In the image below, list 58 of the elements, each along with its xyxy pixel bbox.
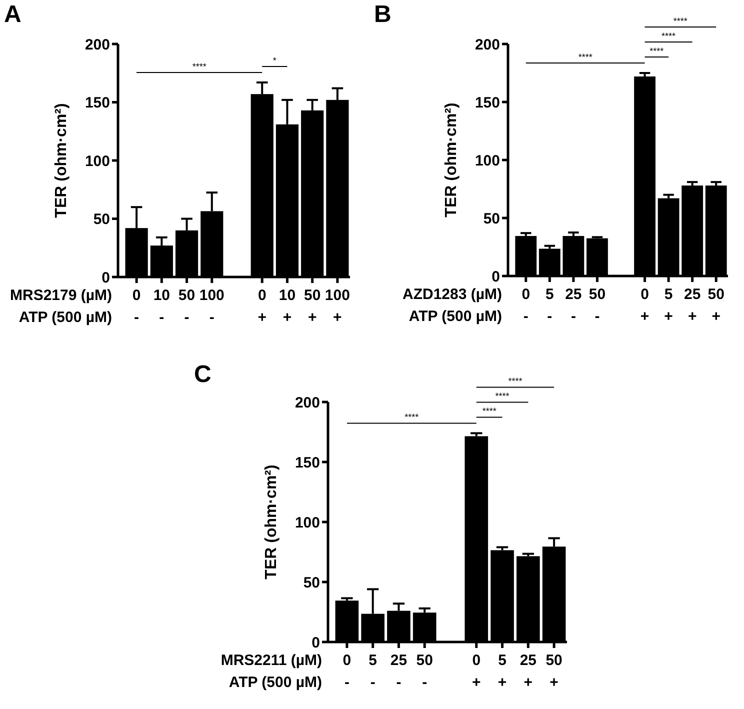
- x-tick-label: 25 -: [390, 652, 408, 691]
- x-tick-label: 5 -: [368, 652, 378, 691]
- x-tick-label: 50 +: [546, 652, 562, 691]
- x-tick-label: 10 -: [153, 287, 170, 326]
- x-axis-title: MRS2179 (µM) ATP (500 µM): [10, 287, 112, 326]
- x-tick-label: 100 +: [324, 287, 350, 326]
- x-tick-label: 0 -: [522, 286, 530, 325]
- x-tick-label: 0 +: [640, 286, 650, 325]
- text: ****: [508, 376, 523, 386]
- y-tick-label: 200: [294, 394, 320, 412]
- x-axis-title: AZD1283 (µM) ATP (500 µM): [402, 286, 502, 325]
- x-tick-label: 50 -: [178, 287, 196, 326]
- x-tick-label: 25 +: [520, 652, 537, 691]
- y-tick-label: 0: [492, 268, 500, 286]
- x-tick-label: 50 +: [708, 286, 724, 325]
- x-tick-label: 25 +: [684, 286, 701, 325]
- annotation: ****: [578, 52, 593, 62]
- x-tick-label: 100 -: [199, 287, 224, 326]
- x-tick-label: 0 -: [132, 287, 141, 326]
- x-tick-label: 5 +: [664, 286, 674, 325]
- text: ****: [662, 31, 676, 41]
- x-tick-label: 10 +: [278, 287, 296, 326]
- y-tick-label: 200: [474, 36, 500, 54]
- y-tick-label: 100: [294, 514, 320, 532]
- y-tick-label: 100: [84, 152, 110, 170]
- x-tick-label: 50 -: [588, 286, 606, 325]
- y-tick-label: 0: [102, 269, 110, 286]
- y-tick-label: 50: [483, 210, 500, 228]
- annotation: *: [272, 55, 277, 66]
- text: ****: [673, 16, 688, 26]
- text: ****: [495, 391, 510, 402]
- annotation: ****: [404, 412, 420, 422]
- annotation: ****: [192, 61, 207, 72]
- x-tick-label: 50 +: [304, 287, 321, 326]
- y-tick-label: 150: [294, 454, 320, 472]
- x-tick-label: 5 +: [498, 652, 507, 691]
- x-axis-title: MRS2211 (µM) ATP (500 µM): [220, 652, 322, 691]
- x-tick-label: 0 -: [342, 652, 352, 691]
- annotation: ****: [650, 46, 664, 56]
- y-tick-label: 50: [93, 211, 110, 228]
- y-tick-label: 100: [474, 152, 500, 170]
- x-tick-label: 0 +: [472, 652, 482, 691]
- chart-title: B: [374, 1, 392, 28]
- y-axis-title: TER (ohm·cm²): [53, 103, 70, 218]
- x-tick-label: 0 +: [258, 287, 267, 326]
- y-tick-label: 0: [312, 634, 320, 652]
- chart-title: A: [4, 1, 22, 28]
- annotation: ****: [482, 406, 497, 416]
- chart-title: C: [194, 361, 212, 388]
- y-tick-label: 200: [84, 36, 110, 54]
- y-tick-label: 150: [84, 94, 110, 112]
- x-tick-label: 25 -: [565, 286, 582, 325]
- y-tick-label: 150: [474, 94, 500, 112]
- y-axis-title: TER (ohm·cm²): [263, 464, 280, 580]
- y-tick-label: 50: [303, 574, 320, 592]
- x-tick-label: 50 -: [416, 652, 433, 691]
- y-axis-title: TER (ohm·cm²): [443, 102, 460, 218]
- x-tick-label: 5 -: [545, 286, 554, 325]
